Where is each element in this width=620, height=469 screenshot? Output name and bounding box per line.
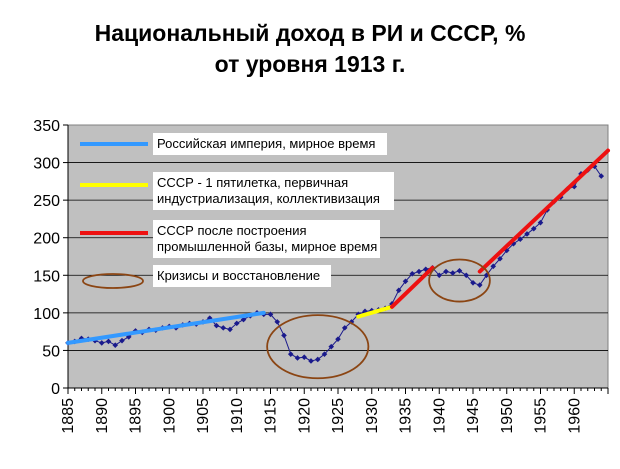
x-tick-label: 1960 [566,398,583,434]
legend-item: Российская империя, мирное время [80,133,387,155]
legend-label: Российская империя, мирное время [157,136,375,151]
data-point [355,311,362,318]
y-tick-label: 100 [33,306,60,323]
data-point [443,268,449,275]
data-point [98,340,105,346]
data-point [571,183,578,190]
x-tick-label: 1925 [330,398,347,434]
data-point [112,342,119,348]
legend-label: промышленной базы, мирное время [157,239,377,254]
data-point [335,336,341,342]
data-point [240,316,247,323]
data-point [328,343,335,350]
chart-title-line1: Национальный доход в РИ и СССР, % [94,20,526,46]
x-tick-label: 1895 [128,398,145,434]
data-point [220,325,227,331]
data-point [125,334,132,340]
data-point [591,163,598,170]
y-tick-label: 150 [33,268,60,285]
data-point [389,301,395,307]
data-point [267,311,274,318]
data-point [281,332,287,339]
data-point [362,308,368,315]
data-point [456,267,463,274]
data-point [436,272,443,279]
data-point [524,231,530,237]
chart-title: Национальный доход в РИ и СССР, % от уро… [0,18,620,80]
legend-swatch-ellipse [82,273,144,289]
x-tick-label: 1945 [465,398,482,434]
legend-label-box [153,133,387,155]
data-point [503,247,510,254]
data-point [78,335,85,342]
data-point [294,355,301,361]
data-point [341,325,348,331]
data-point [227,326,233,333]
x-tick-label: 1890 [94,398,111,434]
x-tick-label: 1930 [364,398,381,434]
x-tick-label: 1950 [499,398,516,434]
legend-label-box [153,265,331,287]
data-point [530,225,537,232]
x-tick-label: 1885 [60,398,77,434]
y-tick-label: 350 [33,118,60,135]
legend-item: СССР - 1 пятилетка, первичнаяиндустриали… [80,172,394,210]
data-point [449,270,456,276]
x-tick-label: 1910 [229,398,246,434]
data-point [598,173,605,179]
data-point [409,270,416,277]
data-point [321,351,328,357]
x-tick-label: 1955 [533,398,550,434]
trend-line-blue [66,310,266,345]
x-tick-label: 1900 [161,398,178,434]
data-point [476,282,483,288]
legend-label-box [153,220,380,258]
data-point [233,320,240,327]
data-point [490,263,497,270]
legend-label-box [153,172,394,210]
trend-line-yellow [356,304,394,319]
trend-line-red [477,148,610,274]
data-point [301,354,308,360]
y-tick-label: 50 [42,343,60,360]
data-point [368,307,375,314]
data-point [287,351,294,357]
data-point [213,322,220,329]
legend-label: индустриализация, коллективизация [157,191,380,206]
legend-label: СССР - 1 пятилетка, первичная [157,175,348,190]
data-point [402,278,409,285]
y-tick-label: 200 [33,231,60,248]
data-point [537,219,544,226]
data-point [274,319,281,325]
x-tick-label: 1915 [263,398,280,434]
data-point [395,287,402,294]
data-point [517,236,524,243]
legend-label: Кризисы и восстановление [157,268,320,283]
data-point [497,255,503,262]
x-tick-label: 1935 [398,398,415,434]
y-tick-label: 250 [33,193,60,210]
data-point [510,240,517,247]
legend-label: СССР после построения [157,223,307,238]
crisis-ellipse [266,314,370,380]
y-tick-label: 0 [51,381,60,398]
x-tick-label: 1905 [195,398,212,434]
data-point [119,337,125,344]
x-tick-label: 1940 [431,398,448,434]
y-tick-label: 300 [33,156,60,173]
legend-item: Кризисы и восстановление [82,265,331,289]
data-point [470,280,476,286]
data-point [105,338,112,345]
x-tick-label: 1920 [296,398,313,434]
data-point [416,268,422,275]
data-point [308,358,314,364]
data-point [314,356,321,363]
crisis-ellipse [428,258,491,303]
trend-line-red [390,265,435,309]
chart-title-line2: от уровня 1913 г. [214,51,406,77]
data-point [463,272,470,279]
